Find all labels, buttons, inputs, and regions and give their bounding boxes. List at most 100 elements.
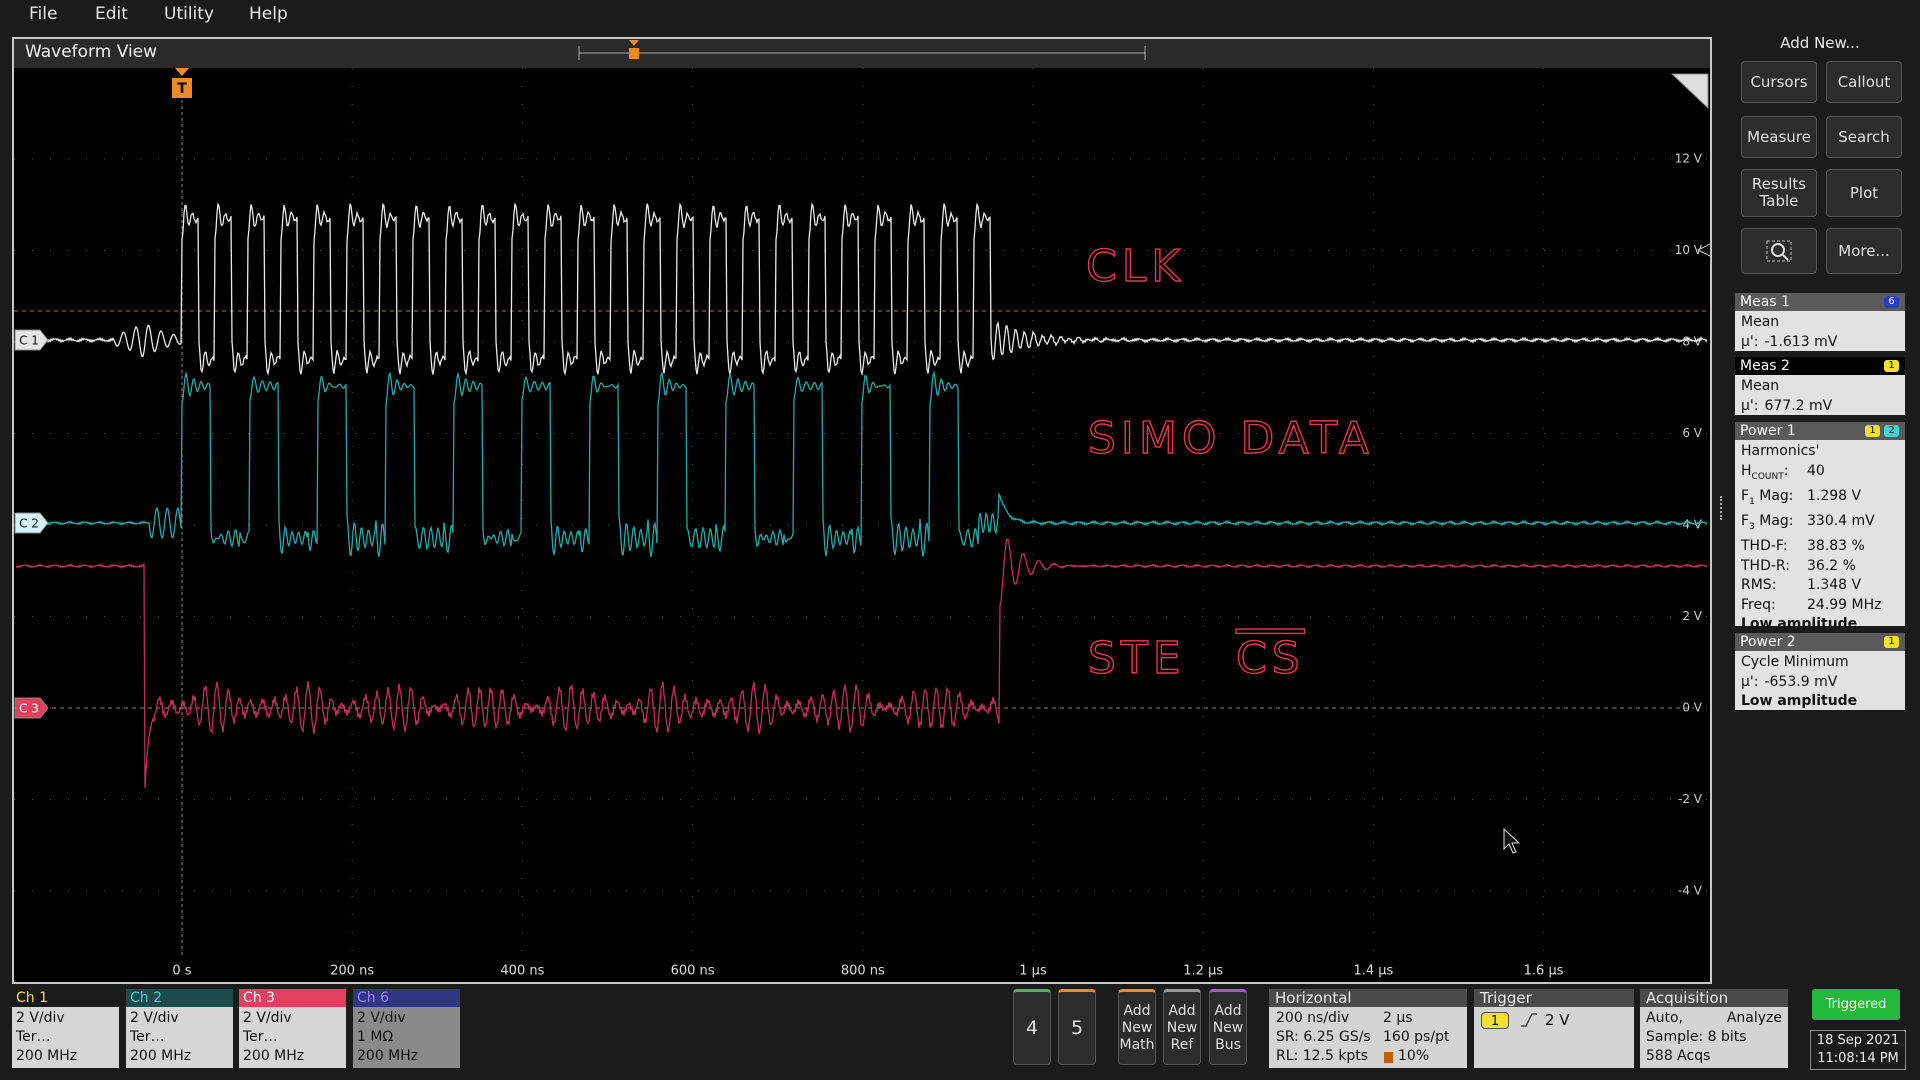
measurement-value: 24.99 MHz	[1807, 596, 1882, 613]
measurement-heading: Harmonics'	[1741, 443, 1820, 459]
y-axis-label: 8 V	[1682, 335, 1702, 349]
channel-setting: Ter…	[130, 1029, 165, 1045]
source-badge: 1	[1884, 636, 1899, 648]
channel-setting: 200 MHz	[357, 1048, 419, 1064]
channel-setting: 2 V/div	[16, 1010, 65, 1026]
channel-tag-label: C 3	[19, 702, 39, 716]
measurement-value: -653.9 mV	[1764, 673, 1838, 690]
panel-button[interactable]: Callout	[1826, 61, 1902, 103]
measurement-row: RMS: 1.348 V	[1741, 576, 1899, 596]
channel-setting: 2 V/div	[243, 1010, 292, 1026]
horizontal-body[interactable]	[1269, 1007, 1467, 1068]
channel-body[interactable]: 2 V/div Ter… 200 MHz	[126, 1007, 233, 1068]
measurement-header[interactable]: Meas 2 1	[1735, 357, 1905, 375]
channel-body[interactable]: 2 V/div 1 MΩ 200 MHz	[353, 1007, 460, 1068]
measurement-row: Freq: 24.99 MHz	[1741, 596, 1899, 616]
simo-trace	[15, 370, 1708, 557]
handwritten-annotation: CLK	[1086, 241, 1185, 292]
channel-tag	[14, 512, 49, 534]
measurement-body: Mean µ': 677.2 mV	[1735, 375, 1905, 415]
channel-setting: 200 MHz	[16, 1048, 78, 1064]
measurement-value: 1.298 V	[1807, 487, 1862, 504]
measurement-label: µ':	[1741, 673, 1758, 693]
channel-body[interactable]: 2 V/div Ter… 200 MHz	[239, 1007, 346, 1068]
measurement-label: THD-R:	[1741, 557, 1807, 577]
label-text: F	[1741, 487, 1750, 504]
x-axis-label: 1.4 µs	[1353, 964, 1393, 979]
handwritten-annotation: SIMO DATA	[1088, 413, 1374, 464]
channel-setting: 2 V/div	[357, 1010, 406, 1026]
x-axis-label: 600 ns	[671, 964, 715, 979]
trigger-pointer	[175, 68, 189, 76]
ste-trace	[15, 538, 1708, 789]
measurement-value: 330.4 mV	[1807, 513, 1875, 530]
measurement-note: Low amplitude	[1741, 693, 1858, 709]
measurement-value: 40	[1807, 462, 1825, 479]
acquisition-header[interactable]: Acquisition	[1640, 989, 1788, 1007]
x-axis-label: 1.6 µs	[1524, 964, 1564, 979]
digital-button[interactable]: 4	[1013, 989, 1051, 1065]
level-marker	[1696, 243, 1710, 257]
y-axis-label: 4 V	[1682, 518, 1702, 532]
channel-header[interactable]: Ch 2	[126, 989, 233, 1007]
source-badge: 2	[1884, 425, 1899, 437]
measurement-title: Meas 1	[1740, 294, 1790, 310]
label-text: THD-R:	[1741, 557, 1790, 574]
menu-item[interactable]: File	[29, 4, 58, 24]
acquisition-body[interactable]	[1640, 1007, 1788, 1068]
source-badge: 1	[1865, 425, 1880, 437]
add-new-button[interactable]: Add New Math	[1118, 989, 1156, 1065]
measurement-row: µ': -1.613 mV	[1741, 333, 1899, 353]
trigger-source-badge: 1	[1481, 1012, 1509, 1029]
channel-setting: 1 MΩ	[357, 1029, 394, 1045]
panel-button[interactable]: More...	[1826, 228, 1902, 274]
add-new-button[interactable]: Add New Bus	[1209, 989, 1247, 1065]
zoom-corner[interactable]	[1670, 73, 1709, 110]
handwritten-annotation: CS	[1236, 633, 1305, 684]
trigger-pos-icon	[1384, 1052, 1393, 1063]
acquisition-setting: 588 Acqs	[1646, 1048, 1711, 1064]
trigger-slope-icon	[1520, 1012, 1538, 1028]
measurement-header[interactable]: Meas 1 6	[1735, 293, 1905, 311]
handwritten-annotation: STE	[1088, 633, 1186, 684]
panel-button[interactable]: Search	[1826, 116, 1902, 158]
horizontal-setting: RL: 12.5 kpts	[1276, 1048, 1369, 1064]
panel-button[interactable]: Plot	[1826, 169, 1902, 217]
horizontal-header[interactable]: Horizontal	[1269, 989, 1467, 1007]
x-axis-label: 800 ns	[841, 964, 885, 979]
channel-body[interactable]: 2 V/div Ter… 200 MHz	[12, 1007, 119, 1068]
label-subscript: COUNT	[1751, 471, 1784, 482]
measurement-body: Cycle Minimum µ': -653.9 mV Low amplitude	[1735, 651, 1905, 710]
clk-trace	[15, 202, 1708, 377]
digital-button[interactable]: 5	[1058, 989, 1096, 1065]
x-axis-label: 1.2 µs	[1183, 964, 1223, 979]
channel-setting: Ter…	[16, 1029, 51, 1045]
zoom-button[interactable]	[1741, 228, 1817, 274]
channel-header[interactable]: Ch 3	[239, 989, 346, 1007]
label-suffix: Mag:	[1754, 487, 1794, 504]
horizontal-setting: 2 µs	[1383, 1010, 1413, 1026]
menu-item[interactable]: Help	[249, 4, 288, 24]
waveform-frame	[12, 37, 1712, 984]
channel-header[interactable]: Ch 1	[12, 989, 119, 1007]
y-axis-label: -2 V	[1678, 792, 1703, 806]
run-status[interactable]: Triggered	[1812, 989, 1900, 1020]
x-axis-label: 400 ns	[500, 964, 544, 979]
trigger-header[interactable]: Trigger	[1474, 989, 1634, 1007]
measurement-header[interactable]: Power 2 1	[1735, 633, 1905, 651]
channel-setting: 200 MHz	[243, 1048, 305, 1064]
add-new-button[interactable]: Add New Ref	[1163, 989, 1201, 1065]
panel-button[interactable]: Cursors	[1741, 61, 1817, 103]
panel-button[interactable]: Results Table	[1741, 169, 1817, 217]
x-axis-label: 1 µs	[1019, 964, 1047, 979]
measurement-label: THD-F:	[1741, 537, 1807, 557]
overview-bar	[578, 40, 1146, 60]
waveform-plot: 0 s 200 ns 400 ns 600 ns 800 ns 1 µs 1.2 µs 1.4…	[14, 68, 1710, 982]
label-subscript: 1	[1749, 496, 1755, 507]
menu-item[interactable]: Utility	[164, 4, 215, 24]
measurement-value: 1.348 V	[1807, 577, 1862, 594]
menu-item[interactable]: Edit	[95, 4, 128, 24]
channel-header[interactable]: Ch 6	[353, 989, 460, 1007]
panel-button[interactable]: Measure	[1741, 116, 1817, 158]
